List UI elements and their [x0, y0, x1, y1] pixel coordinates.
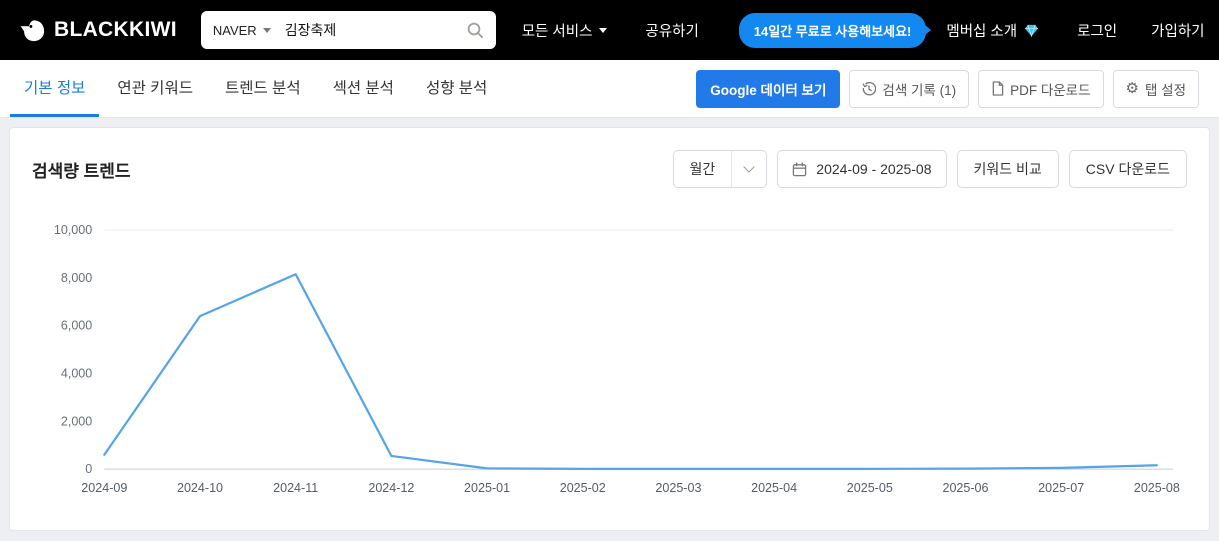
- csv-download-button[interactable]: CSV 다운로드: [1068, 150, 1187, 188]
- tab-settings-button[interactable]: ⚙ 탭 설정: [1112, 69, 1199, 108]
- keyword-search-box: NAVER: [200, 11, 496, 49]
- free-trial-badge[interactable]: 14일간 무료로 사용해보세요!: [738, 12, 927, 48]
- search-icon[interactable]: [466, 21, 484, 39]
- date-range-picker[interactable]: 2024-09 - 2025-08: [777, 150, 947, 188]
- history-label: 검색 기록 (1): [882, 82, 957, 98]
- svg-text:2025-01: 2025-01: [464, 481, 510, 495]
- gear-icon: ⚙: [1125, 80, 1139, 97]
- chevron-down-icon: [732, 161, 766, 173]
- trend-chart[interactable]: 0 2,000 4,000 6,000 8,000 10,000 2024-09 2024-1…: [32, 214, 1187, 507]
- period-select[interactable]: 월간: [672, 150, 768, 188]
- tab-bar: 기본 정보 연관 키워드 트렌드 분석 섹션 분석 성향 분석 Google 데…: [0, 60, 1219, 118]
- svg-text:0: 0: [85, 462, 92, 476]
- brand-logo[interactable]: BLACKKIWI: [20, 17, 177, 44]
- search-volume-trend-card: 검색량 트렌드 월간 202: [9, 127, 1210, 531]
- tab-settings-label: 탭 설정: [1144, 82, 1186, 98]
- login-label: 로그인: [1077, 23, 1118, 40]
- blackkiwi-logo-icon: [20, 17, 47, 44]
- search-history-button[interactable]: 검색 기록 (1): [849, 69, 970, 108]
- share-label: 공유하기: [645, 23, 699, 40]
- svg-text:2025-06: 2025-06: [942, 481, 988, 495]
- all-services-menu[interactable]: 모든 서비스: [522, 20, 608, 41]
- svg-text:8,000: 8,000: [61, 271, 92, 285]
- free-trial-label: 14일간 무료로 사용해보세요!: [753, 23, 912, 39]
- tab-tendency-analysis[interactable]: 성향 분석: [412, 60, 501, 117]
- svg-text:10,000: 10,000: [54, 223, 92, 237]
- chevron-down-icon: [599, 27, 608, 33]
- login-link[interactable]: 로그인: [1077, 20, 1117, 41]
- search-input[interactable]: [284, 22, 466, 38]
- pdf-download-button[interactable]: PDF 다운로드: [978, 69, 1104, 108]
- svg-text:2025-03: 2025-03: [655, 481, 701, 495]
- search-engine-select[interactable]: NAVER: [213, 23, 271, 38]
- card-header: 검색량 트렌드 월간 202: [32, 150, 1187, 188]
- tab-section-analysis[interactable]: 섹션 분석: [319, 60, 408, 117]
- calendar-icon: [792, 161, 807, 177]
- svg-text:2024-10: 2024-10: [177, 481, 223, 495]
- csv-download-label: CSV 다운로드: [1085, 161, 1170, 177]
- membership-label: 멤버십 소개: [946, 23, 1018, 40]
- search-engine-label: NAVER: [212, 22, 257, 38]
- svg-text:2024-09: 2024-09: [81, 481, 127, 495]
- keyword-compare-button[interactable]: 키워드 비교: [956, 150, 1059, 188]
- svg-text:2025-04: 2025-04: [751, 481, 797, 495]
- svg-text:2025-02: 2025-02: [560, 481, 606, 495]
- svg-text:6,000: 6,000: [61, 319, 92, 333]
- google-data-button[interactable]: Google 데이터 보기: [696, 69, 841, 108]
- pdf-label: PDF 다운로드: [1010, 82, 1091, 98]
- svg-text:2025-05: 2025-05: [847, 481, 893, 495]
- svg-text:2025-07: 2025-07: [1038, 481, 1084, 495]
- tab-actions: Google 데이터 보기 검색 기록 (1) PDF 다운로드 ⚙: [696, 60, 1199, 117]
- top-header: BLACKKIWI NAVER 모든 서비스 공유하기 14일간 무료로 사용해…: [0, 0, 1219, 60]
- chart-controls: 월간 2024-09 - 2025-08: [672, 150, 1187, 188]
- divider: [731, 151, 733, 187]
- svg-text:2024-12: 2024-12: [368, 481, 414, 495]
- date-range-value: 2024-09 - 2025-08: [816, 161, 932, 177]
- chart-area: 0 2,000 4,000 6,000 8,000 10,000 2024-09 2024-1…: [32, 214, 1187, 507]
- card-title: 검색량 트렌드: [32, 161, 131, 181]
- signup-label: 가입하기: [1151, 23, 1205, 40]
- gem-icon: [1024, 24, 1039, 37]
- period-select-value: 월간: [689, 161, 716, 177]
- membership-link[interactable]: 멤버십 소개: [946, 20, 1039, 41]
- svg-text:2024-11: 2024-11: [273, 481, 318, 495]
- tab-basic-info[interactable]: 기본 정보: [10, 60, 100, 117]
- svg-text:4,000: 4,000: [61, 367, 92, 381]
- keyword-compare-label: 키워드 비교: [973, 161, 1042, 177]
- signup-link[interactable]: 가입하기: [1151, 20, 1204, 41]
- tab-related-keywords[interactable]: 연관 키워드: [103, 60, 207, 117]
- all-services-label: 모든 서비스: [521, 23, 593, 40]
- chevron-down-icon: [262, 27, 271, 33]
- main-content: 검색량 트렌드 월간 202: [0, 118, 1219, 540]
- pdf-file-icon: [991, 81, 1004, 96]
- svg-text:2,000: 2,000: [61, 414, 92, 428]
- brand-name: BLACKKIWI: [54, 18, 177, 41]
- tab-trend-analysis[interactable]: 트렌드 분석: [211, 60, 315, 117]
- svg-text:2025-08: 2025-08: [1134, 481, 1180, 495]
- share-button[interactable]: 공유하기: [645, 20, 698, 41]
- history-icon: [862, 81, 877, 96]
